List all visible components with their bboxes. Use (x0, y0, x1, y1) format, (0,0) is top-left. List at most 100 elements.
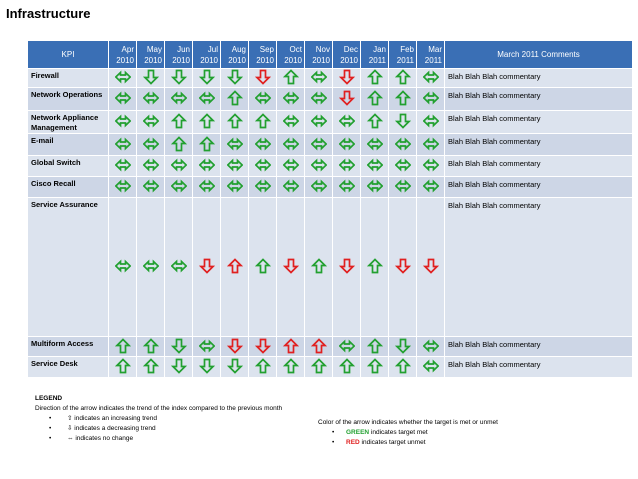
up-arrow-icon (254, 358, 271, 374)
table-header-row: KPI Apr 2010 May 2010 Jun 2010 Jul 2010 Aug 2010 S… (27, 40, 633, 69)
table-row: Network Operations Blah Blah Blah comment… (27, 87, 633, 111)
down-arrow-icon (170, 358, 187, 374)
month-label: Oct (289, 44, 302, 54)
trend-cell (416, 197, 445, 337)
trend-cell (136, 155, 165, 177)
trend-cell (108, 133, 137, 156)
up-arrow-icon (338, 358, 355, 374)
month-header: Nov 2010 (304, 40, 333, 69)
left-right-arrow-icon (310, 179, 327, 193)
month-label: Aug (231, 44, 246, 54)
trend-cell (192, 356, 221, 378)
trend-cell (164, 87, 193, 111)
trend-cell (164, 133, 193, 156)
left-right-arrow-icon (310, 137, 327, 150)
left-right-arrow-icon (338, 137, 355, 150)
down-arrow-icon (170, 69, 187, 85)
trend-cell (220, 176, 249, 198)
year-label: 2010 (312, 55, 330, 65)
trend-cell (164, 155, 193, 177)
kpi-name: Multiform Access (27, 336, 109, 357)
year-label: 2011 (368, 55, 386, 65)
trend-cell (248, 110, 277, 134)
down-arrow-icon (198, 358, 215, 374)
down-arrow-icon (198, 69, 215, 85)
left-right-arrow-icon (338, 339, 355, 352)
year-label: 2010 (228, 55, 246, 65)
trend-cell (220, 356, 249, 378)
down-arrow-icon (282, 258, 299, 274)
trend-cell (248, 356, 277, 378)
up-arrow-icon (310, 358, 327, 374)
trend-cell (360, 176, 389, 198)
left-right-arrow-icon (114, 179, 131, 193)
table-row: Multiform Access Blah Blah Blah commentar… (27, 336, 633, 357)
up-arrow-icon (142, 358, 159, 374)
trend-cell (416, 133, 445, 156)
legend-green-item: • GREEN indicates target met (332, 429, 428, 436)
down-arrow-icon (338, 258, 355, 274)
trend-cell (416, 87, 445, 111)
left-right-arrow-icon (422, 114, 439, 128)
trend-cell (388, 176, 417, 198)
up-arrow-icon (114, 358, 131, 374)
trend-cell (108, 110, 137, 134)
trend-cell (416, 336, 445, 357)
trend-cell (332, 176, 361, 198)
left-right-arrow-icon (198, 339, 215, 352)
up-arrow-icon (282, 69, 299, 85)
left-right-arrow-icon (422, 339, 439, 352)
legend-item-nochange: • ⇔ indicates no change (49, 435, 134, 442)
trend-cell (248, 155, 277, 177)
trend-cell (220, 197, 249, 337)
left-right-arrow-icon (170, 158, 187, 172)
trend-cell (164, 336, 193, 357)
trend-cell (388, 110, 417, 134)
legend-direction-text: Direction of the arrow indicates the tre… (35, 405, 283, 412)
up-arrow-icon (282, 358, 299, 374)
left-right-arrow-icon (282, 137, 299, 150)
up-arrow-icon (170, 135, 187, 151)
legend-item-up: • ⇧ indicates an increasing trend (49, 415, 158, 422)
trend-cell (416, 356, 445, 378)
trend-cell (192, 87, 221, 111)
kpi-table: KPI Apr 2010 May 2010 Jun 2010 Jul 2010 Aug 2010 S… (27, 40, 633, 378)
left-right-arrow-icon (226, 137, 243, 150)
up-arrow-icon (366, 69, 383, 85)
trend-cell (304, 68, 333, 88)
trend-cell (304, 155, 333, 177)
legend-item-down: • ⇩ indicates a decreasing trend (49, 425, 156, 432)
trend-cell (164, 197, 193, 337)
trend-cell (220, 133, 249, 156)
down-arrow-icon (170, 338, 187, 354)
trend-cell (108, 197, 137, 337)
trend-cell (248, 336, 277, 357)
left-right-arrow-icon (422, 137, 439, 150)
month-label: Feb (400, 44, 414, 54)
commentary: Blah Blah Blah commentary (444, 133, 633, 156)
up-arrow-icon (226, 258, 243, 274)
month-label: Mar (428, 44, 442, 54)
trend-cell (164, 356, 193, 378)
up-arrow-icon (254, 113, 271, 129)
table-row: Cisco Recall Blah Blah Blah commentary (27, 176, 633, 198)
trend-cell (304, 336, 333, 357)
month-header: Dec 2010 (332, 40, 361, 69)
table-row: Global Switch Blah Blah Blah commentary (27, 155, 633, 177)
left-right-arrow-icon (170, 91, 187, 105)
left-right-arrow-icon (338, 158, 355, 172)
table-row: Service Assurance Blah Blah Blah commenta… (27, 197, 633, 337)
up-arrow-icon (282, 337, 299, 353)
left-right-arrow-icon (254, 137, 271, 150)
up-arrow-icon (366, 113, 383, 129)
month-label: Nov (315, 44, 330, 54)
left-right-arrow-icon: ⇔ (67, 435, 74, 442)
left-right-arrow-icon (422, 179, 439, 193)
legend: LEGEND Direction of the arrow indicates … (35, 394, 282, 444)
up-arrow-icon (394, 69, 411, 85)
trend-cell (164, 176, 193, 198)
left-right-arrow-icon (338, 179, 355, 193)
trend-cell (360, 87, 389, 111)
trend-cell (136, 197, 165, 337)
trend-cell (136, 356, 165, 378)
